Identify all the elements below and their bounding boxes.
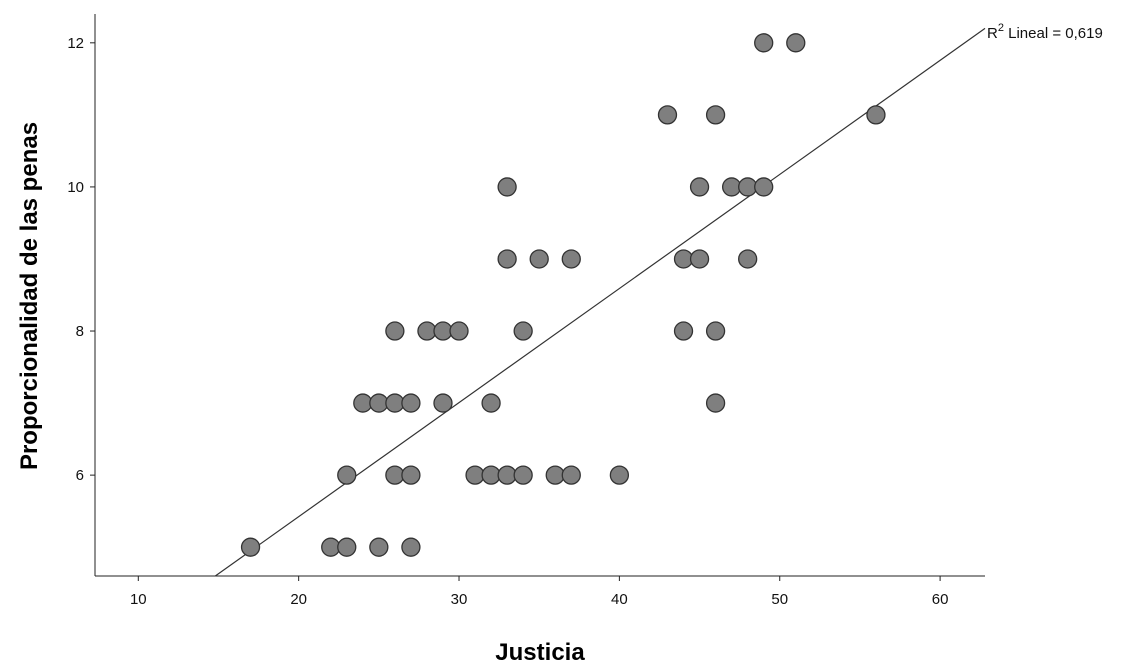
data-point	[465, 465, 485, 485]
data-point	[673, 249, 694, 269]
data-point	[240, 537, 261, 557]
data-point	[385, 321, 405, 341]
x-tick-label: 10	[130, 591, 147, 608]
fit-label-value: Lineal = 0,619	[1004, 25, 1103, 42]
x-axis-title: Justicia	[495, 639, 585, 662]
data-point	[401, 537, 421, 557]
data-point	[385, 393, 405, 413]
data-point	[786, 33, 806, 53]
x-tick-label: 40	[611, 591, 628, 608]
data-point	[673, 321, 694, 341]
data-point	[433, 393, 453, 413]
data-points	[240, 33, 886, 557]
data-point	[481, 393, 501, 413]
data-point	[497, 465, 517, 485]
data-point	[738, 249, 758, 269]
data-point	[417, 321, 437, 341]
data-point	[866, 105, 886, 125]
data-point	[561, 465, 581, 485]
fit-line-label: R2 Lineal = 0,619	[987, 22, 1103, 42]
data-point	[513, 321, 533, 341]
data-point	[561, 249, 581, 269]
data-point	[657, 105, 678, 125]
data-point	[705, 321, 726, 341]
data-point	[754, 33, 774, 53]
data-point	[705, 105, 726, 125]
fit-line-group	[214, 27, 986, 577]
fit-label-r: R	[987, 25, 998, 42]
y-tick-label: 12	[67, 35, 84, 52]
data-point	[545, 465, 565, 485]
data-point	[353, 393, 373, 413]
data-point	[337, 465, 357, 485]
data-point	[689, 177, 710, 197]
x-tick-label: 60	[932, 591, 949, 608]
axis-ticks: 10 20 30 40 50 60 6 8 10 12	[67, 35, 948, 608]
data-point	[401, 393, 421, 413]
data-point	[321, 537, 341, 557]
data-point	[497, 177, 517, 197]
data-point	[497, 249, 517, 269]
data-point	[481, 465, 501, 485]
data-point	[369, 537, 389, 557]
data-point	[433, 321, 453, 341]
axes	[94, 14, 985, 577]
y-tick-label: 8	[76, 323, 84, 340]
data-point	[513, 465, 533, 485]
data-point	[705, 393, 726, 413]
data-point	[721, 177, 742, 197]
y-tick-label: 10	[67, 179, 84, 196]
data-point	[754, 177, 774, 197]
y-axis-title: Proporcionalidad de las penas	[16, 122, 43, 470]
fit-label-superscript: 2	[998, 22, 1004, 34]
x-tick-label: 20	[290, 591, 307, 608]
data-point	[337, 537, 357, 557]
data-point	[385, 465, 405, 485]
data-point	[689, 249, 710, 269]
y-tick-label: 6	[76, 467, 84, 484]
data-point	[738, 177, 758, 197]
data-point	[369, 393, 389, 413]
x-tick-label: 50	[771, 591, 788, 608]
data-point	[401, 465, 421, 485]
data-point	[529, 249, 549, 269]
x-tick-label: 30	[451, 591, 468, 608]
fit-line	[214, 27, 986, 577]
data-point	[449, 321, 469, 341]
data-point	[609, 465, 630, 485]
